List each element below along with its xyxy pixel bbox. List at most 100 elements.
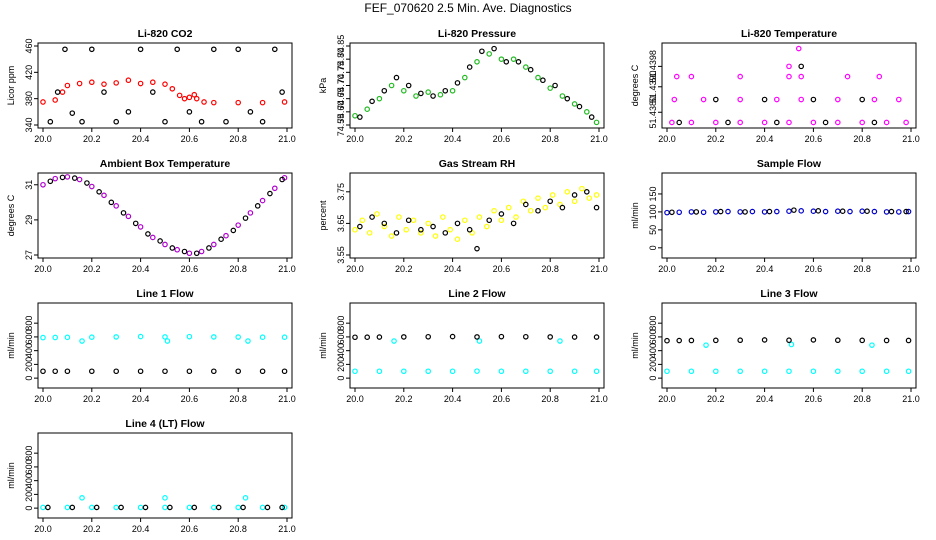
data-point (503, 58, 510, 65)
y-tick-label: 800 (24, 316, 34, 331)
data-point (466, 64, 473, 70)
data-point (40, 504, 46, 511)
data-point (174, 246, 181, 253)
x-tick-label: 20.4 (756, 394, 774, 404)
data-point (352, 368, 358, 375)
data-point (700, 96, 707, 103)
data-point (235, 99, 242, 106)
data-point (498, 211, 505, 217)
data-point (474, 58, 480, 65)
y-tick-label: 460 (24, 38, 34, 53)
data-point (859, 96, 866, 103)
data-point (352, 334, 358, 341)
data-point (786, 63, 792, 70)
y-tick-label: 420 (24, 65, 34, 80)
data-point (279, 89, 285, 95)
data-point (169, 85, 176, 92)
x-tick-label: 20.6 (493, 134, 511, 144)
data-point (359, 217, 366, 224)
data-point (101, 81, 107, 87)
data-point (125, 213, 132, 220)
data-point (279, 504, 285, 511)
data-point (164, 338, 171, 344)
y-tick-label: 31 (24, 180, 34, 190)
data-point (588, 114, 595, 120)
y-tick-label: 200 (648, 357, 658, 372)
data-point (859, 208, 866, 214)
data-point (810, 119, 817, 126)
data-point (235, 222, 242, 228)
data-point (712, 119, 719, 126)
data-point (64, 334, 71, 341)
data-point (40, 334, 46, 341)
x-tick-label: 20.2 (83, 134, 101, 144)
y-axis-label: Licor ppm (6, 66, 16, 106)
y-axis-label: ml/min (630, 202, 640, 229)
data-point (773, 96, 780, 103)
plot-title: Line 3 Flow (760, 288, 818, 300)
y-axis-label: ml/min (6, 462, 16, 489)
data-point (903, 119, 909, 126)
x-tick-label: 21.0 (278, 394, 296, 404)
data-point (162, 495, 168, 501)
data-point (96, 189, 102, 195)
data-point (150, 234, 156, 241)
data-point (89, 46, 95, 53)
data-point (557, 338, 563, 344)
data-point (79, 495, 85, 501)
data-point (176, 92, 183, 99)
y-tick-label: 74.60 (336, 101, 346, 124)
data-point (413, 93, 419, 99)
data-point (871, 208, 878, 215)
data-point (437, 91, 444, 98)
data-point (137, 80, 144, 87)
data-point (432, 233, 439, 239)
x-tick-label: 20.0 (658, 134, 676, 144)
y-tick-label: 3.65 (336, 215, 346, 233)
plot-panel-9: Line 3 Flow 20.0 20.2 20.4 20.6 20.8 21.0 0 2004… (630, 288, 920, 404)
data-point (486, 51, 493, 57)
data-point (40, 99, 46, 105)
data-point (593, 204, 600, 211)
data-point (586, 195, 593, 201)
x-tick-label: 20.2 (395, 394, 413, 404)
data-point (186, 368, 193, 375)
data-point (859, 337, 866, 344)
y-axis-label: kPa (318, 78, 328, 94)
y-tick-label: 600 (648, 329, 658, 344)
data-point (810, 96, 817, 103)
data-point (798, 96, 805, 103)
data-point (564, 189, 571, 195)
data-point (491, 207, 497, 214)
data-point (137, 504, 144, 511)
data-point (547, 198, 554, 205)
data-point (498, 333, 505, 340)
data-point (791, 207, 797, 213)
data-point (211, 46, 217, 53)
data-point (579, 185, 585, 192)
data-point (883, 368, 890, 375)
data-point (834, 119, 841, 126)
data-point (113, 118, 120, 125)
data-point (281, 368, 288, 375)
data-point (583, 109, 590, 115)
y-tick-label: 400 (24, 473, 34, 488)
x-tick-label: 20.0 (658, 264, 676, 274)
y-tick-label: 0 (336, 376, 346, 381)
data-point (883, 337, 890, 344)
data-point (871, 96, 878, 103)
y-tick-label: 150 (648, 186, 658, 201)
y-tick-label: 800 (24, 446, 34, 461)
y-tick-label: 3.75 (336, 183, 346, 201)
data-point (888, 208, 895, 215)
data-point (876, 73, 883, 80)
data-point (259, 368, 266, 375)
data-point (137, 368, 144, 375)
data-point (186, 333, 193, 340)
y-axis-label: percent (318, 200, 328, 231)
data-point (513, 214, 519, 220)
x-tick-label: 20.0 (346, 134, 364, 144)
data-point (737, 119, 744, 126)
x-tick-label: 20.4 (444, 134, 462, 144)
